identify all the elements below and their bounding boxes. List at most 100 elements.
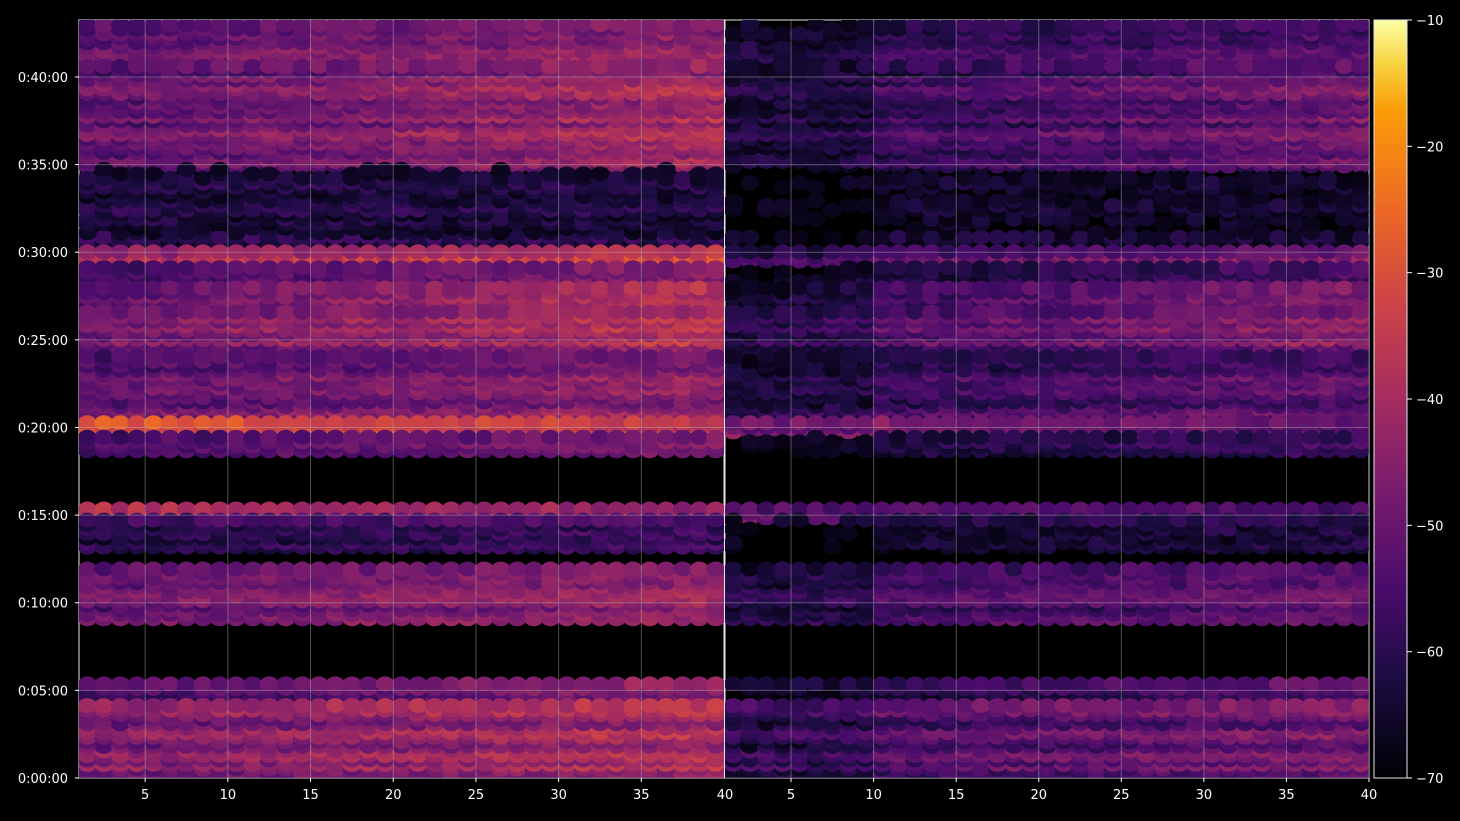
heatmap-cell <box>706 304 724 320</box>
heatmap-cell <box>342 415 362 431</box>
heatmap-cell <box>210 161 230 177</box>
heatmap-cell <box>392 304 411 320</box>
heatmap-cell <box>408 20 428 33</box>
heatmap-cell <box>210 415 230 431</box>
heatmap-cell <box>193 20 213 33</box>
heatmap-cell <box>540 429 560 445</box>
heatmap-cell <box>590 304 610 320</box>
heatmap-cell <box>392 415 411 431</box>
heatmap-cell <box>127 415 147 431</box>
heatmap-cell <box>689 58 709 74</box>
heatmap-cell <box>358 244 378 260</box>
heatmap-cell <box>127 244 147 260</box>
heatmap-cell <box>110 349 130 365</box>
heatmap-cell <box>392 20 411 33</box>
heatmap-cell <box>193 561 213 577</box>
heatmap-cell <box>573 280 593 296</box>
heatmap-cell <box>177 561 196 577</box>
heatmap-cell <box>342 58 362 74</box>
heatmap-cell <box>689 244 709 260</box>
heatmap-cell <box>689 20 709 33</box>
heatmap-cell <box>342 349 362 365</box>
heatmap-cell <box>309 304 329 320</box>
heatmap-cell <box>507 229 527 245</box>
heatmap-cell <box>474 58 494 74</box>
heatmap-cell <box>342 280 362 296</box>
heatmap-cell <box>441 260 461 276</box>
heatmap-cell <box>193 171 213 186</box>
heatmap-cell <box>292 280 312 296</box>
heatmap-cell <box>474 20 494 33</box>
heatmap-cell <box>193 415 213 431</box>
heatmap-cell <box>94 244 114 260</box>
heatmap-cell <box>590 58 610 74</box>
heatmap-cell <box>79 415 97 431</box>
heatmap-cell <box>507 304 527 320</box>
heatmap-cell <box>640 58 660 74</box>
heatmap-cell <box>358 349 378 365</box>
heatmap-cell <box>656 20 676 33</box>
heatmap-cell <box>656 349 676 365</box>
heatmap-cell <box>607 429 626 445</box>
heatmap-cell <box>94 20 114 33</box>
heatmap-cell <box>375 676 395 692</box>
heatmap-cell <box>375 161 395 177</box>
heatmap-cell <box>607 280 626 296</box>
heatmap-cell <box>259 20 279 33</box>
heatmap-cell <box>640 561 660 577</box>
heatmap-cell <box>673 244 693 260</box>
heatmap-cell <box>573 58 593 74</box>
heatmap-cell <box>656 676 676 692</box>
heatmap-cell <box>226 561 246 577</box>
heatmap-cell <box>243 280 263 296</box>
heatmap-cell <box>607 244 626 260</box>
heatmap-cell <box>143 244 163 260</box>
heatmap-cell <box>540 561 560 577</box>
heatmap-cell <box>689 415 709 431</box>
heatmap-cell <box>243 166 263 182</box>
heatmap-cell <box>325 260 345 276</box>
heatmap-cell <box>507 20 527 33</box>
heatmap-cell <box>441 244 461 260</box>
heatmap-cell <box>94 260 114 276</box>
heatmap-cell <box>673 58 693 74</box>
heatmap-cell <box>342 676 362 692</box>
heatmap-cell <box>441 429 461 445</box>
heatmap-cell <box>292 260 312 276</box>
heatmap-cell <box>259 244 279 260</box>
heatmap-cell <box>127 561 147 577</box>
heatmap-cell <box>94 676 114 692</box>
heatmap-cell <box>276 280 296 296</box>
heatmap-cell <box>458 58 478 74</box>
heatmap-cell <box>160 349 180 365</box>
heatmap-cell <box>160 304 180 320</box>
heatmap-cell <box>375 349 395 365</box>
heatmap-cell <box>540 280 560 296</box>
heatmap-cell <box>607 20 626 33</box>
heatmap-cell <box>474 349 494 365</box>
heatmap-cell <box>557 260 577 276</box>
heatmap-cell <box>623 676 643 692</box>
heatmap-cell <box>143 415 163 431</box>
heatmap-cell <box>408 244 428 260</box>
heatmap-cell <box>573 415 593 431</box>
heatmap-cell <box>325 349 345 365</box>
heatmap-cell <box>276 58 296 74</box>
heatmap-cell <box>425 171 445 186</box>
heatmap-cell <box>143 561 163 577</box>
heatmap-cell <box>524 171 544 186</box>
heatmap-cell <box>375 20 395 33</box>
heatmap-cell <box>259 676 279 692</box>
heatmap-cell <box>309 349 329 365</box>
heatmap-cell <box>524 58 544 74</box>
heatmap-cell <box>441 561 461 577</box>
heatmap-cell <box>309 280 329 296</box>
heatmap-cell <box>292 349 312 365</box>
heatmap-cell <box>358 429 378 445</box>
heatmap-cell <box>673 260 693 276</box>
heatmap-cell <box>607 304 626 320</box>
heatmap-cell <box>127 260 147 276</box>
heatmap-cell <box>143 260 163 276</box>
heatmap-cell <box>358 415 378 431</box>
heatmap-cell <box>706 20 724 33</box>
